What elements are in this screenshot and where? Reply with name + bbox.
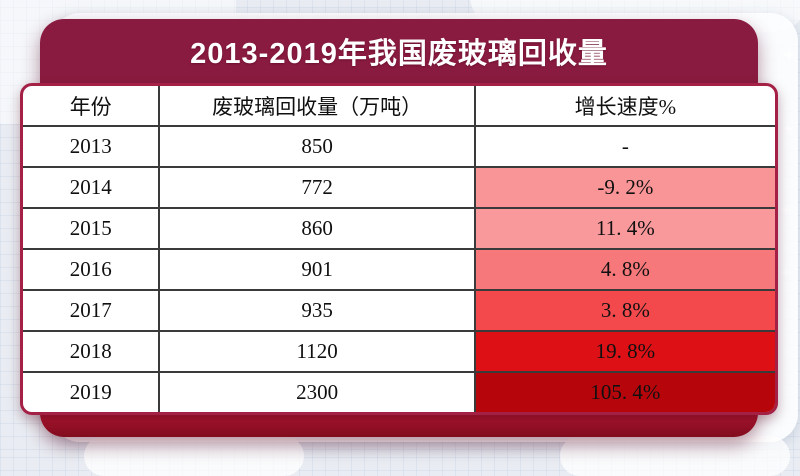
year-cell: 2017 bbox=[69, 298, 112, 322]
column-header-growth: 增长速度% bbox=[473, 86, 775, 125]
growth-cell: 4. 8% bbox=[473, 250, 775, 289]
table-panel: 年份 废玻璃回收量（万吨） 增长速度% 2013 850 - 2014 772 … bbox=[20, 83, 778, 415]
growth-cell: - bbox=[473, 127, 775, 166]
year-cell: 2018 bbox=[69, 339, 112, 363]
year-cell: 2014 bbox=[69, 175, 112, 199]
volume-cell: 850 bbox=[158, 127, 473, 166]
table-row: 2016 901 4. 8% bbox=[23, 248, 775, 289]
growth-cell: 19. 8% bbox=[473, 332, 775, 371]
year-cell: 2015 bbox=[69, 216, 112, 240]
page-title: 2013-2019年我国废玻璃回收量 bbox=[190, 38, 608, 70]
background-blob bbox=[84, 436, 304, 476]
volume-cell: 2300 bbox=[158, 373, 473, 412]
growth-cell: -9. 2% bbox=[473, 168, 775, 207]
table-row: 2018 1120 19. 8% bbox=[23, 330, 775, 371]
volume-cell: 1120 bbox=[158, 332, 473, 371]
data-table: 年份 废玻璃回收量（万吨） 增长速度% 2013 850 - 2014 772 … bbox=[23, 86, 775, 412]
volume-cell: 772 bbox=[158, 168, 473, 207]
column-header-year: 年份 bbox=[69, 94, 112, 119]
table-row: 2017 935 3. 8% bbox=[23, 289, 775, 330]
growth-cell: 105. 4% bbox=[473, 373, 775, 412]
volume-cell: 935 bbox=[158, 291, 473, 330]
year-cell: 2019 bbox=[69, 380, 112, 404]
table-row: 2014 772 -9. 2% bbox=[23, 166, 775, 207]
volume-cell: 901 bbox=[158, 250, 473, 289]
table-row: 2015 860 11. 4% bbox=[23, 207, 775, 248]
volume-cell: 860 bbox=[158, 209, 473, 248]
table-header-row: 年份 废玻璃回收量（万吨） 增长速度% bbox=[23, 86, 775, 125]
background-blob bbox=[560, 436, 790, 476]
column-header-volume: 废玻璃回收量（万吨） bbox=[158, 86, 473, 125]
year-cell: 2013 bbox=[69, 134, 112, 158]
growth-cell: 11. 4% bbox=[473, 209, 775, 248]
year-cell: 2016 bbox=[69, 257, 112, 281]
table-row: 2013 850 - bbox=[23, 125, 775, 166]
growth-cell: 3. 8% bbox=[473, 291, 775, 330]
table-row: 2019 2300 105. 4% bbox=[23, 371, 775, 412]
title-banner: 2013-2019年我国废玻璃回收量 bbox=[40, 19, 758, 83]
